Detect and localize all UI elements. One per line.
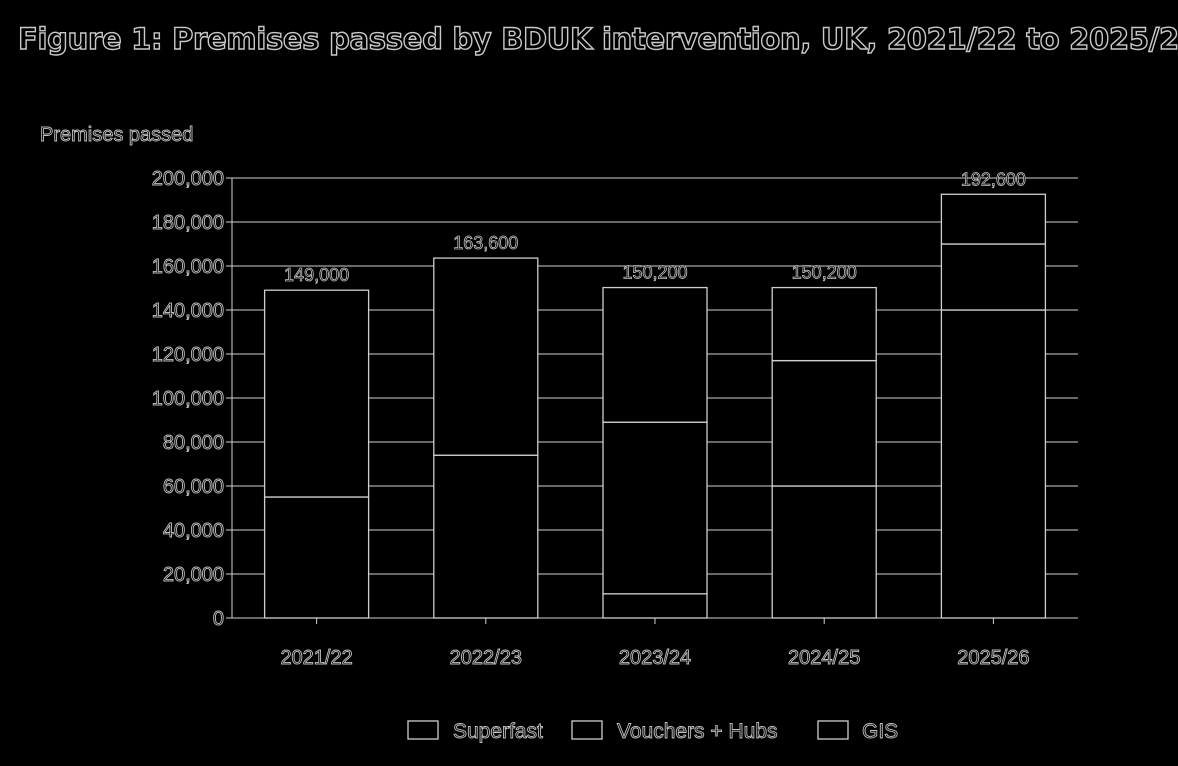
total-label: 192,600 <box>961 169 1026 189</box>
legend: Superfast Vouchers + Hubs GIS <box>407 720 899 743</box>
total-label: 150,200 <box>622 263 687 283</box>
y-tick-label: 200,000 <box>152 168 224 190</box>
bar-gis-5 <box>940 193 1047 245</box>
bar-vouchers-hubs-5 <box>940 243 1047 311</box>
x-tick-label: 2025/26 <box>957 647 1029 669</box>
y-tick-label: 180,000 <box>152 212 224 234</box>
bar-superfast-4 <box>771 485 877 619</box>
bar-gis-3 <box>602 286 708 423</box>
bar-superfast-1 <box>263 496 370 619</box>
bars <box>263 193 1047 619</box>
legend-label: GIS <box>862 720 898 743</box>
total-label: 149,000 <box>284 265 349 285</box>
bar-superfast-5 <box>940 309 1047 619</box>
y-tick-label: 0 <box>213 608 224 630</box>
x-axis: 2021/22 2022/23 2023/24 2024/25 2025/26 <box>280 618 1030 669</box>
bar-vouchers-hubs-2 <box>433 257 539 456</box>
y-tick-label: 120,000 <box>152 344 224 366</box>
y-axis-label: Premises passed <box>40 124 193 146</box>
y-tick-label: 160,000 <box>152 256 224 278</box>
total-label: 163,600 <box>453 233 518 253</box>
bar-vouchers-hubs-4 <box>771 359 877 487</box>
chart-title: Figure 1: Premises passed by BDUK interv… <box>17 21 1178 56</box>
bar-superfast-3 <box>602 593 708 619</box>
legend-label: Vouchers + Hubs <box>617 720 778 743</box>
legend-swatch <box>817 720 849 740</box>
y-tick-label: 40,000 <box>163 520 224 542</box>
legend-swatch <box>407 720 439 740</box>
y-axis: 0 20,000 40,000 60,000 80,000 100,000 120,000 1… <box>40 124 1078 630</box>
data-labels: 149,000 163,600 150,200 150,200 192,600 <box>284 169 1027 286</box>
y-tick-label: 60,000 <box>163 476 224 498</box>
bar-gis-4 <box>771 286 877 362</box>
bar-vouchers-hubs-1 <box>263 289 370 498</box>
y-tick-label: 100,000 <box>152 388 224 410</box>
legend-label: Superfast <box>453 720 543 743</box>
x-tick-label: 2024/25 <box>788 647 860 669</box>
legend-swatch <box>571 720 603 740</box>
x-tick-label: 2023/24 <box>619 647 691 669</box>
y-tick-label: 140,000 <box>152 300 224 322</box>
x-tick-label: 2022/23 <box>450 647 522 669</box>
bar-vouchers-hubs-3 <box>602 421 708 595</box>
bar-superfast-2 <box>433 454 539 619</box>
y-tick-label: 20,000 <box>163 564 224 586</box>
total-label: 150,200 <box>792 263 857 283</box>
x-tick-label: 2021/22 <box>280 647 352 669</box>
y-tick-label: 80,000 <box>163 432 224 454</box>
